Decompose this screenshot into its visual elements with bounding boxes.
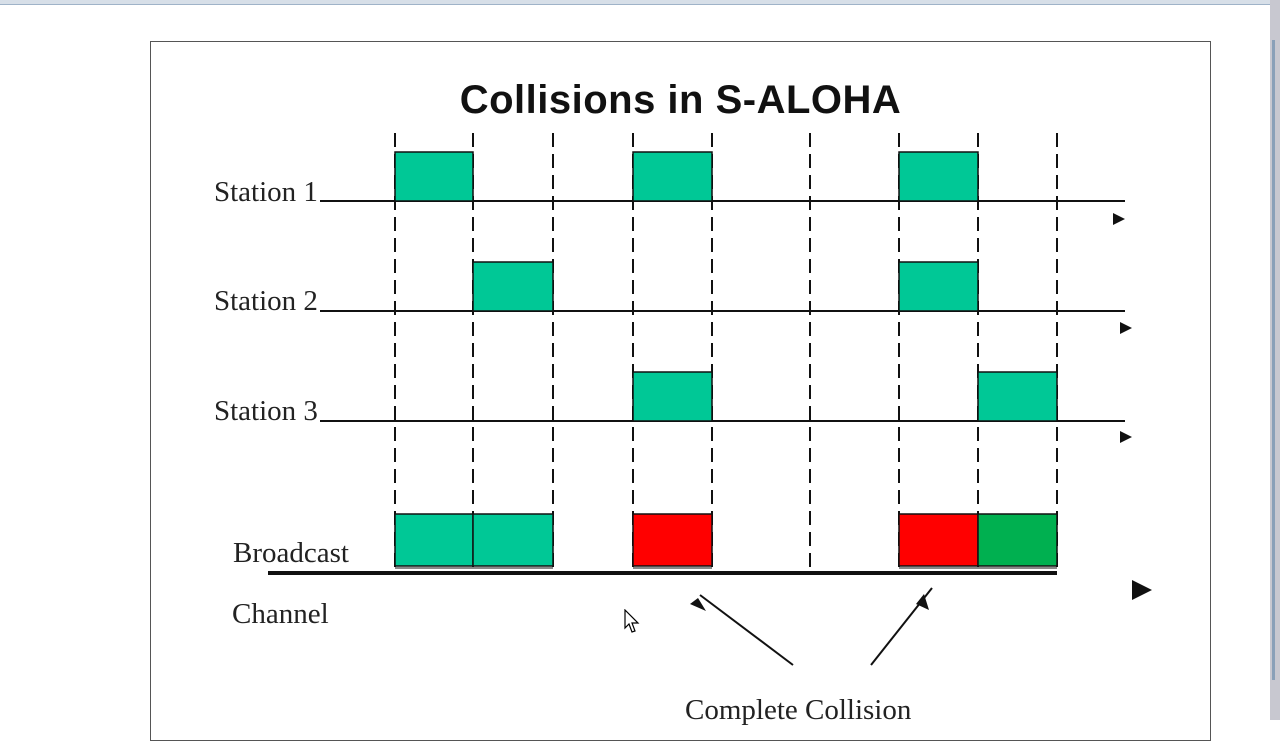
slide-title: Collisions in S-ALOHA	[459, 78, 902, 122]
station-2-frame-slot-7	[898, 261, 979, 312]
station-2-frame-slot-2	[472, 261, 554, 312]
mouse-cursor-icon	[624, 609, 640, 633]
slotted-aloha-diagram	[268, 133, 1152, 666]
station-3-frame-slot-8	[977, 371, 1058, 422]
broadcast-frame-slot-2-success	[472, 513, 554, 567]
broadcast-frame-slot-1-success	[394, 513, 474, 567]
collision-pointer-left-arrow-icon	[690, 598, 706, 611]
station-1-frame-slot-7	[898, 151, 979, 202]
station-3-frame-slot-4	[632, 371, 713, 422]
station-3-arrow-icon	[1120, 431, 1132, 443]
station-2-label: Station 2	[214, 285, 318, 317]
collision-pointer-right-arrow-icon	[916, 594, 929, 610]
broadcast-frame-slot-8-success	[977, 513, 1058, 567]
broadcast-arrow-icon	[1132, 580, 1152, 600]
broadcast-frame-slot-7-collision	[898, 513, 979, 567]
station-1-arrow-icon	[1113, 213, 1125, 225]
station-2-arrow-icon	[1120, 322, 1132, 334]
channel-label: Channel	[232, 598, 329, 630]
station-1-frame-slot-4	[632, 151, 713, 202]
station-3-label: Station 3	[214, 395, 318, 427]
window-top-edge	[0, 0, 1280, 5]
station-1-label: Station 1	[214, 176, 318, 208]
station-1-frame-slot-1	[394, 151, 474, 202]
collision-pointer-left	[699, 594, 794, 666]
right-edge-noise	[1270, 0, 1280, 720]
broadcast-label: Broadcast	[233, 537, 349, 569]
broadcast-frame-slot-4-collision	[632, 513, 713, 567]
